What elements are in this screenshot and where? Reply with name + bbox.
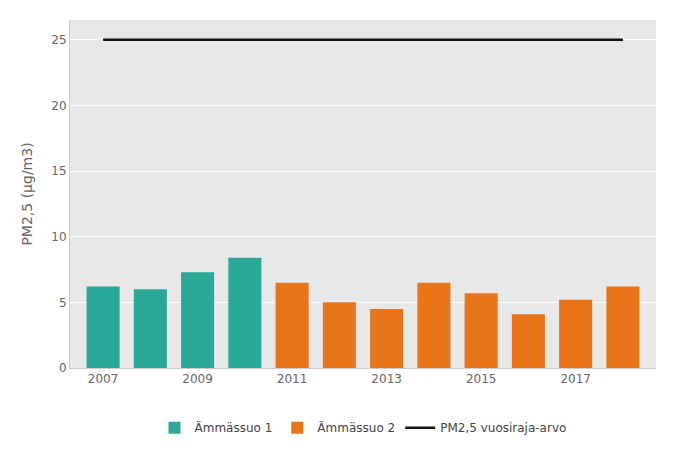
svg-text:2013: 2013 <box>371 372 402 386</box>
svg-text:10: 10 <box>51 230 66 244</box>
svg-text:PM2,5 (μg/m3): PM2,5 (μg/m3) <box>19 142 35 245</box>
svg-text:2007: 2007 <box>88 372 119 386</box>
svg-text:2009: 2009 <box>182 372 213 386</box>
svg-text:25: 25 <box>51 33 66 47</box>
svg-text:0: 0 <box>59 361 67 375</box>
svg-text:2017: 2017 <box>560 372 591 386</box>
svg-text:20: 20 <box>51 99 66 113</box>
svg-text:PM2,5 vuosiraja-arvo: PM2,5 vuosiraja-arvo <box>440 421 566 435</box>
svg-text:Ämmässuo 2: Ämmässuo 2 <box>317 420 395 435</box>
svg-text:2011: 2011 <box>277 372 308 386</box>
svg-text:15: 15 <box>51 164 66 178</box>
svg-text:2015: 2015 <box>466 372 497 386</box>
svg-text:Ämmässuo 1: Ämmässuo 1 <box>195 420 273 435</box>
svg-text:5: 5 <box>59 296 67 310</box>
